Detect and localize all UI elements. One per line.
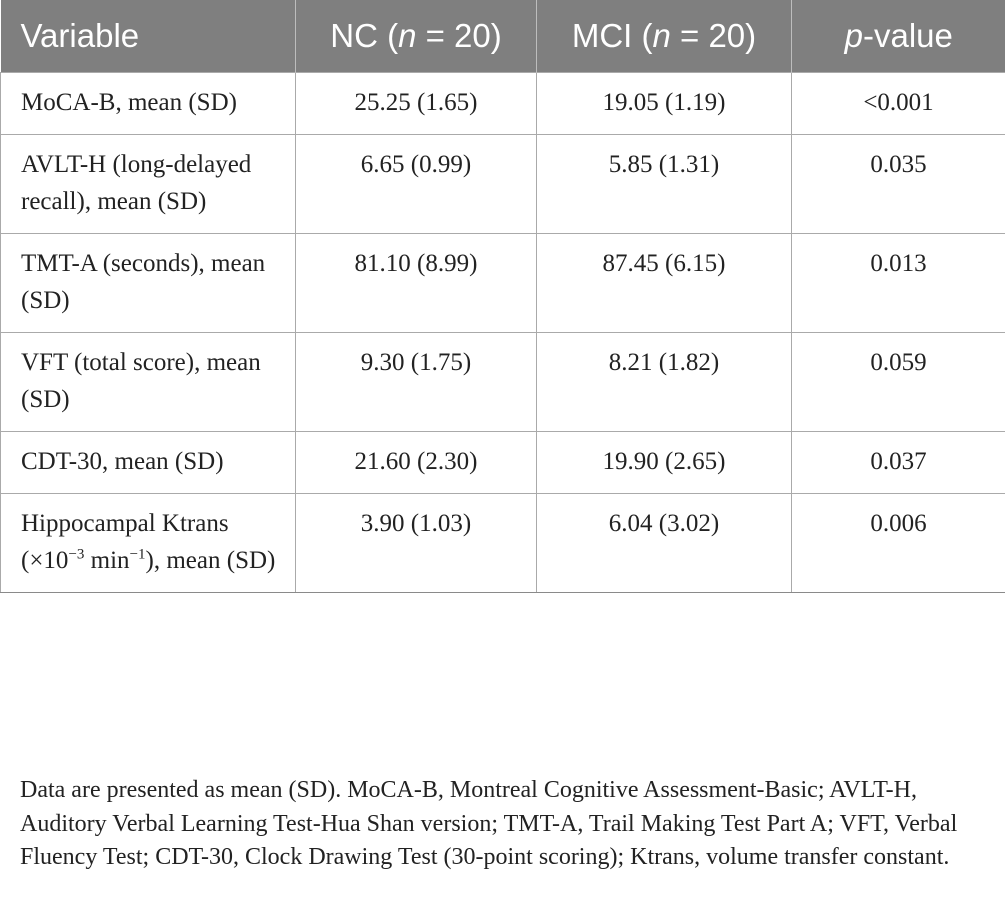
header-variable: Variable xyxy=(0,0,296,72)
table-row: CDT-30, mean (SD) 21.60 (2.30) 19.90 (2.… xyxy=(0,430,1005,494)
mci-cell: 87.45 (6.15) xyxy=(536,232,792,333)
results-table: Variable NC (n = 20) MCI (n = 20) p-valu… xyxy=(0,0,1005,593)
table-row: VFT (total score), mean (SD) 9.30 (1.75)… xyxy=(0,331,1005,432)
header-p-italic: p xyxy=(844,16,863,54)
header-row: Variable NC (n = 20) MCI (n = 20) p-valu… xyxy=(0,0,1005,72)
header-mci-suffix: = 20) xyxy=(670,16,757,54)
p-value-cell: 0.013 xyxy=(791,232,1005,333)
ktrans-unit: min xyxy=(84,546,130,574)
nc-cell: 25.25 (1.65) xyxy=(295,71,537,135)
ktrans-label: Hippocampal Ktrans (×10 xyxy=(21,509,229,574)
header-nc-prefix: NC ( xyxy=(330,16,399,54)
header-nc-n: n xyxy=(398,16,417,54)
mci-cell: 5.85 (1.31) xyxy=(536,133,792,234)
table-body: MoCA-B, mean (SD) 25.25 (1.65) 19.05 (1.… xyxy=(0,71,1005,593)
p-value-cell: <0.001 xyxy=(791,71,1005,135)
p-value-cell: 0.037 xyxy=(791,430,1005,494)
header-p-value: p-value xyxy=(791,0,1005,72)
nc-cell: 6.65 (0.99) xyxy=(295,133,537,234)
nc-cell: 81.10 (8.99) xyxy=(295,232,537,333)
header-p-suffix: -value xyxy=(862,16,953,54)
header-nc: NC (n = 20) xyxy=(295,0,537,72)
ktrans-exponent-1: −3 xyxy=(68,546,85,563)
variable-cell: Hippocampal Ktrans (×10−3 min−1), mean (… xyxy=(0,492,296,593)
header-nc-suffix: = 20) xyxy=(416,16,502,54)
ktrans-exponent-2: −1 xyxy=(129,546,146,563)
ktrans-label-end: ), mean (SD) xyxy=(145,546,276,574)
mci-cell: 8.21 (1.82) xyxy=(536,331,792,432)
table-row: AVLT-H (long-delayed recall), mean (SD) … xyxy=(0,133,1005,234)
variable-cell: MoCA-B, mean (SD) xyxy=(0,71,296,135)
table-header: Variable NC (n = 20) MCI (n = 20) p-valu… xyxy=(0,0,1005,72)
table-footnote: Data are presented as mean (SD). MoCA-B,… xyxy=(20,777,958,870)
mci-cell: 19.90 (2.65) xyxy=(536,430,792,494)
variable-cell: TMT-A (seconds), mean (SD) xyxy=(0,232,296,333)
header-mci-prefix: MCI ( xyxy=(571,16,653,54)
p-value-cell: 0.006 xyxy=(791,492,1005,593)
variable-cell: AVLT-H (long-delayed recall), mean (SD) xyxy=(0,133,296,234)
header-mci-n: n xyxy=(652,16,671,54)
nc-cell: 9.30 (1.75) xyxy=(295,331,537,432)
mci-cell: 19.05 (1.19) xyxy=(536,71,792,135)
table-row: MoCA-B, mean (SD) 25.25 (1.65) 19.05 (1.… xyxy=(0,71,1005,135)
p-value-cell: 0.059 xyxy=(791,331,1005,432)
mci-cell: 6.04 (3.02) xyxy=(536,492,792,593)
table-row: TMT-A (seconds), mean (SD) 81.10 (8.99) … xyxy=(0,232,1005,333)
p-value-cell: 0.035 xyxy=(791,133,1005,234)
header-mci: MCI (n = 20) xyxy=(536,0,792,72)
table-row: Hippocampal Ktrans (×10−3 min−1), mean (… xyxy=(0,492,1005,593)
nc-cell: 21.60 (2.30) xyxy=(295,430,537,494)
variable-cell: VFT (total score), mean (SD) xyxy=(0,331,296,432)
variable-cell: CDT-30, mean (SD) xyxy=(0,430,296,494)
nc-cell: 3.90 (1.03) xyxy=(295,492,537,593)
